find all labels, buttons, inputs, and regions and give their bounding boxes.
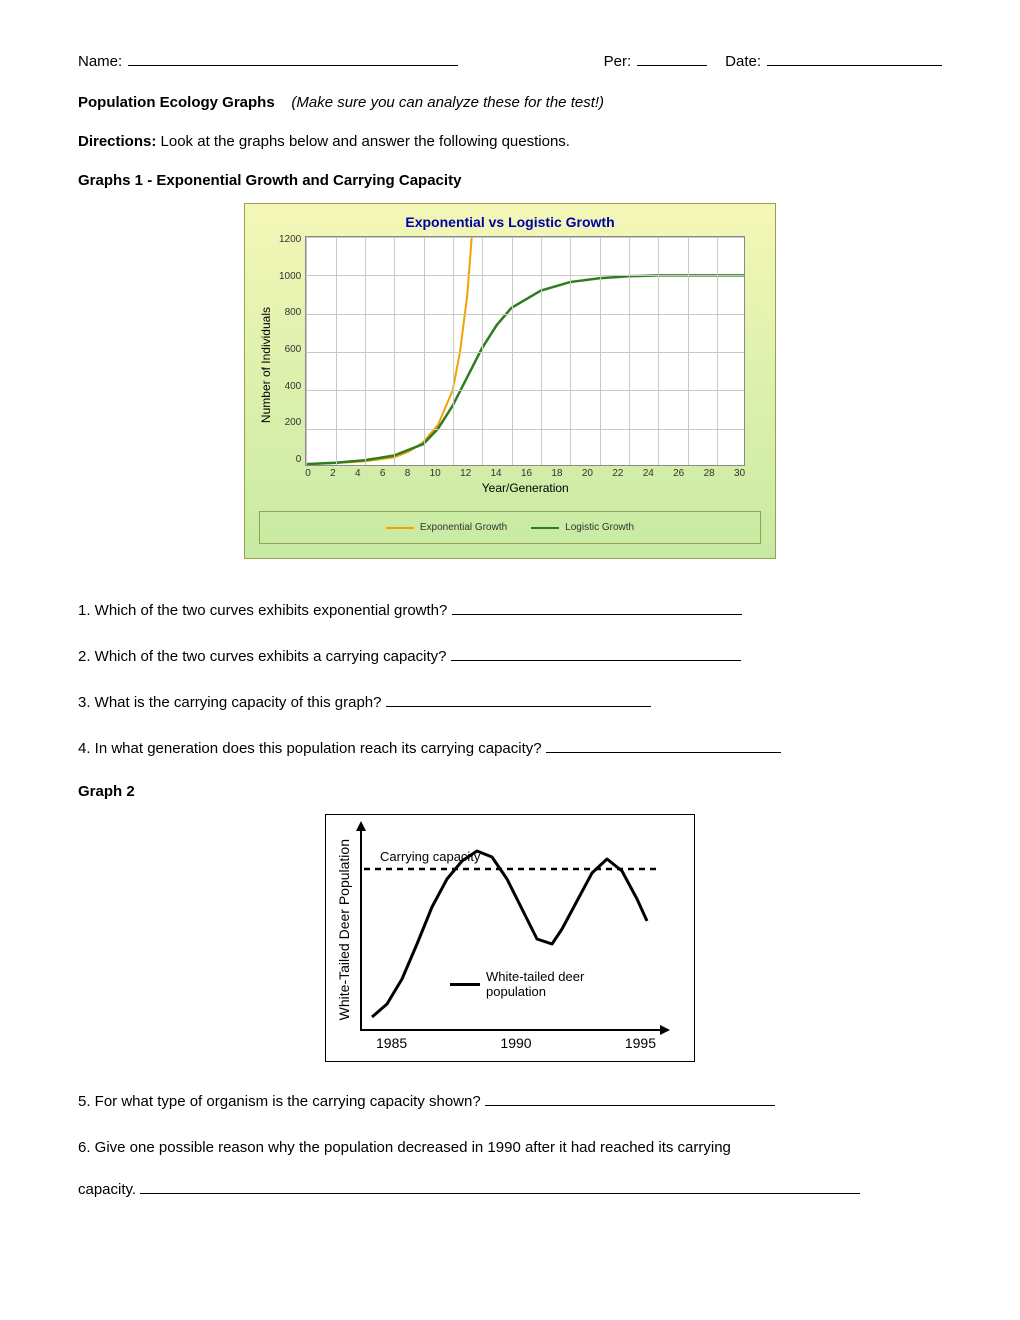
directions-text: Look at the graphs below and answer the … [156,133,570,150]
q6a-text: 6. Give one possible reason why the popu… [78,1139,731,1156]
q6b-text: capacity. [78,1181,140,1198]
swatch-deer [450,983,480,986]
chart1-container: Exponential vs Logistic Growth Number of… [78,203,942,559]
swatch-exponential [386,527,414,529]
worksheet-page: Name: Per: Date: Population Ecology Grap… [0,0,1020,1320]
chart2-container: White-Tailed Deer Population Carrying ca… [78,814,942,1062]
chart2-legend-label: White-tailed deer population [486,969,606,999]
chart2-ylabel: White-Tailed Deer Population [336,839,352,1020]
section1-heading: Graphs 1 - Exponential Growth and Carryi… [78,172,942,189]
q2-text: 2. Which of the two curves exhibits a ca… [78,648,451,665]
title-line: Population Ecology Graphs (Make sure you… [78,94,942,111]
name-blank[interactable] [128,50,458,66]
chart2-xticks: 198519901995 [366,1035,666,1051]
chart2-legend: White-tailed deer population [450,969,606,999]
question-2: 2. Which of the two curves exhibits a ca… [78,645,942,669]
q1-text: 1. Which of the two curves exhibits expo… [78,602,452,619]
date-label: Date: [725,53,761,70]
q4-blank[interactable] [546,737,781,753]
q3-blank[interactable] [386,691,651,707]
q3-text: 3. What is the carrying capacity of this… [78,694,386,711]
chart1-yticks: 120010008006004002000 [279,236,305,466]
per-blank[interactable] [637,50,707,66]
section2-heading: Graph 2 [78,783,942,800]
chart1-xlabel: Year/Generation [305,481,745,495]
question-1: 1. Which of the two curves exhibits expo… [78,599,942,623]
directions-label: Directions: [78,133,156,150]
q4-text: 4. In what generation does this populati… [78,740,546,757]
legend-exp-label: Exponential Growth [420,522,507,533]
chart1-title: Exponential vs Logistic Growth [259,214,761,230]
q5-blank[interactable] [485,1090,775,1106]
chart2-plot: Carrying capacity White-tailed deer popu… [360,829,662,1031]
question-6b: capacity. [78,1178,942,1202]
q5-text: 5. For what type of organism is the carr… [78,1093,485,1110]
chart1: Exponential vs Logistic Growth Number of… [244,203,776,559]
legend-log-label: Logistic Growth [565,522,634,533]
title-main: Population Ecology Graphs [78,94,275,111]
legend-logistic: Logistic Growth [531,522,634,533]
date-blank[interactable] [767,50,942,66]
chart2: White-Tailed Deer Population Carrying ca… [325,814,695,1062]
chart1-ylabel: Number of Individuals [259,307,273,423]
carrying-capacity-label: Carrying capacity [380,849,480,864]
question-4: 4. In what generation does this populati… [78,737,942,761]
name-label: Name: [78,53,122,70]
legend-exponential: Exponential Growth [386,522,507,533]
question-3: 3. What is the carrying capacity of this… [78,691,942,715]
question-5: 5. For what type of organism is the carr… [78,1090,942,1114]
q6-blank[interactable] [140,1178,860,1194]
swatch-logistic [531,527,559,529]
question-6a: 6. Give one possible reason why the popu… [78,1136,942,1160]
header-row: Name: Per: Date: [78,50,942,70]
chart1-xticks: 024681012141618202224262830 [305,468,745,479]
per-label: Per: [604,53,632,70]
chart1-legend: Exponential Growth Logistic Growth [259,511,761,544]
q1-blank[interactable] [452,599,742,615]
directions: Directions: Look at the graphs below and… [78,133,942,150]
chart1-plot [305,236,745,466]
q2-blank[interactable] [451,645,741,661]
title-note: (Make sure you can analyze these for the… [291,94,604,111]
